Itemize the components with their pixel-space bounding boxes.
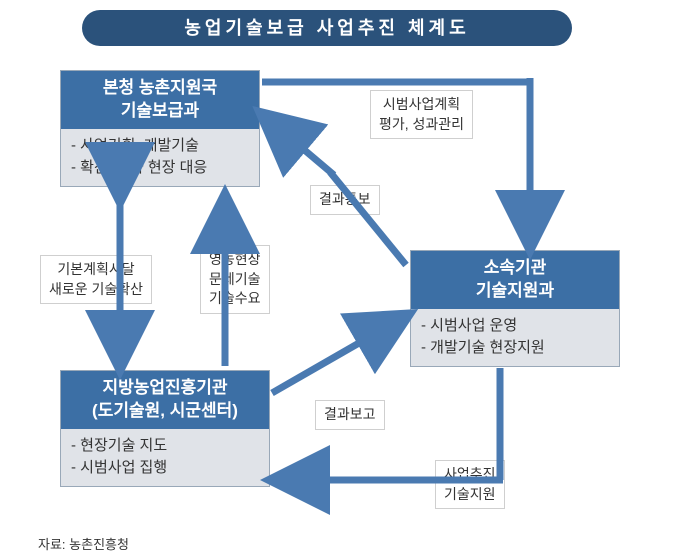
node-hq-header: 본청 농촌지원국 기술보급과 [61, 71, 259, 129]
node-local-body-2: - 시범사업 집행 [71, 457, 259, 480]
node-affiliate-body: - 시범사업 운영 - 개발기술 현장지원 [411, 309, 619, 366]
node-local-body-1: - 현장기술 지도 [71, 435, 259, 458]
edge-label-field-demand: 영농현장 문제기술 기술수요 [200, 245, 270, 314]
node-hq: 본청 농촌지원국 기술보급과 - 사업기획, 개발기술 - 확산, 평가 현장 … [60, 70, 260, 187]
diagram-title: 농업기술보급 사업추진 체계도 [82, 10, 572, 46]
edge-label-plan-deliver: 기본계획시달 새로운 기술확산 [40, 255, 152, 304]
edge-label-field-demand-3: 기술수요 [209, 290, 261, 306]
node-local-body: - 현장기술 지도 - 시범사업 집행 [61, 429, 269, 486]
edge-label-tech-support-1: 사업추진 [444, 466, 496, 482]
node-affiliate-header-1: 소속기관 [484, 258, 547, 277]
edge-label-tech-support-2: 기술지원 [444, 486, 496, 502]
edge-label-plan-deliver-2: 새로운 기술확산 [49, 281, 143, 297]
node-affiliate-body-1: - 시범사업 운영 [421, 315, 609, 338]
edge-label-eval-2: 평가, 성과관리 [379, 116, 464, 132]
node-local-header: 지방농업진흥기관 (도기술원, 시군센터) [61, 371, 269, 429]
node-affiliate-header-2: 기술지원과 [476, 281, 554, 300]
source-text: 자료: 농촌진흥청 [38, 534, 129, 553]
node-hq-body-2: - 확산, 평가 현장 대응 [71, 157, 249, 180]
node-hq-header-1: 본청 농촌지원국 [103, 78, 217, 97]
node-affiliate: 소속기관 기술지원과 - 시범사업 운영 - 개발기술 현장지원 [410, 250, 620, 367]
node-affiliate-header: 소속기관 기술지원과 [411, 251, 619, 309]
edge-label-field-demand-2: 문제기술 [209, 271, 261, 287]
node-local-header-1: 지방농업진흥기관 [102, 378, 227, 397]
edge-label-plan-deliver-1: 기본계획시달 [57, 261, 134, 277]
node-hq-body-1: - 사업기획, 개발기술 [71, 135, 249, 158]
edge-label-eval-1: 시범사업계획 [383, 96, 460, 112]
node-local: 지방농업진흥기관 (도기술원, 시군센터) - 현장기술 지도 - 시범사업 집… [60, 370, 270, 487]
edge-label-field-demand-1: 영농현장 [209, 251, 261, 267]
node-local-header-2: (도기술원, 시군센터) [92, 401, 238, 420]
edge-label-eval: 시범사업계획 평가, 성과관리 [370, 90, 473, 139]
edge-label-tech-support: 사업추진 기술지원 [435, 460, 505, 509]
node-affiliate-body-2: - 개발기술 현장지원 [421, 337, 609, 360]
node-hq-header-2: 기술보급과 [121, 101, 199, 120]
node-hq-body: - 사업기획, 개발기술 - 확산, 평가 현장 대응 [61, 129, 259, 186]
edge-label-result-report: 결과보고 [315, 400, 385, 430]
edge-label-result-notify: 결과통보 [310, 185, 380, 215]
